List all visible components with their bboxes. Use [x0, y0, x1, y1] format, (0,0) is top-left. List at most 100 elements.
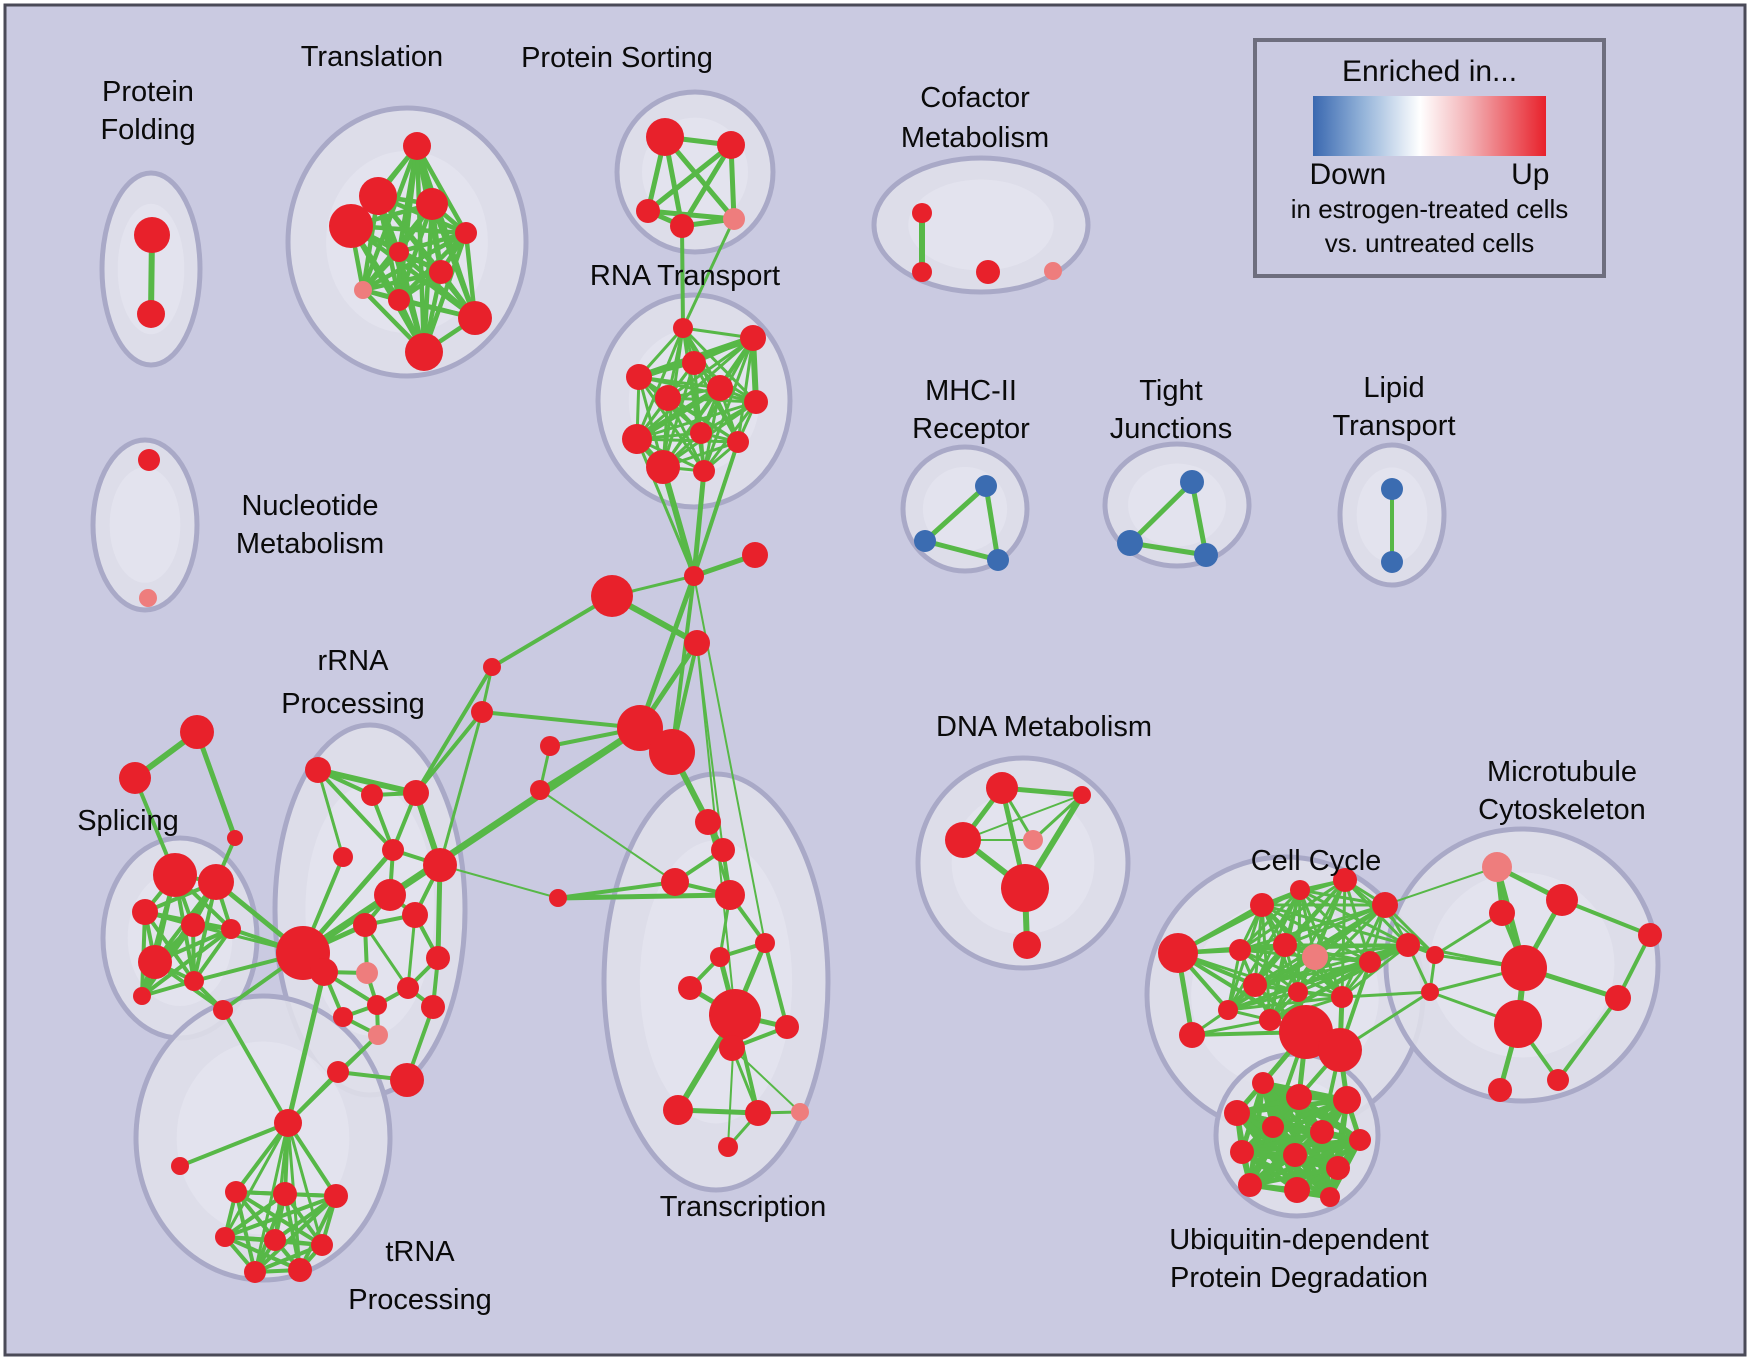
node-cc8[interactable] — [1302, 944, 1328, 970]
node-rr7[interactable] — [374, 879, 406, 911]
node-rr1[interactable] — [305, 757, 331, 783]
node-rt10[interactable] — [727, 431, 749, 453]
node-ub12[interactable] — [1284, 1177, 1310, 1203]
node-ub7[interactable] — [1349, 1129, 1371, 1151]
node-tr8[interactable] — [709, 989, 761, 1041]
node-cc11[interactable] — [1288, 982, 1308, 1002]
node-cK[interactable] — [549, 889, 567, 907]
node-cD[interactable] — [684, 630, 710, 656]
node-mt1[interactable] — [1546, 884, 1578, 916]
node-sp7[interactable] — [184, 971, 204, 991]
node-tr9[interactable] — [775, 1015, 799, 1039]
node-dm5[interactable] — [1001, 864, 1049, 912]
node-tr3[interactable] — [661, 868, 689, 896]
node-tj1[interactable] — [1180, 470, 1204, 494]
node-nm2[interactable] — [139, 589, 157, 607]
node-rt7[interactable] — [744, 390, 768, 414]
node-ub10[interactable] — [1326, 1156, 1350, 1180]
node-rt4[interactable] — [626, 364, 652, 390]
node-rt9[interactable] — [690, 422, 712, 444]
node-cJ[interactable] — [471, 701, 493, 723]
node-cc2[interactable] — [1290, 880, 1310, 900]
node-tr14[interactable] — [718, 1137, 738, 1157]
node-rt12[interactable] — [693, 460, 715, 482]
node-cc6[interactable] — [1229, 939, 1251, 961]
node-rr14[interactable] — [333, 1007, 353, 1027]
node-t7[interactable] — [429, 260, 453, 284]
node-lt2[interactable] — [1381, 551, 1403, 573]
node-ub5[interactable] — [1262, 1116, 1284, 1138]
node-cc14[interactable] — [1259, 1009, 1281, 1031]
node-tn3[interactable] — [324, 1184, 348, 1208]
node-ps1[interactable] — [646, 118, 684, 156]
node-mh3[interactable] — [987, 549, 1009, 571]
node-ps3[interactable] — [636, 199, 660, 223]
node-cc4[interactable] — [1372, 892, 1398, 918]
node-ub9[interactable] — [1283, 1143, 1307, 1167]
node-rr17[interactable] — [327, 1061, 349, 1083]
node-sp1[interactable] — [153, 853, 197, 897]
node-ub11[interactable] — [1238, 1173, 1262, 1197]
node-tr5[interactable] — [710, 947, 730, 967]
node-rr15[interactable] — [421, 995, 445, 1019]
node-cB[interactable] — [742, 542, 768, 568]
node-nm1[interactable] — [138, 449, 160, 471]
node-x3[interactable] — [227, 830, 243, 846]
node-cC[interactable] — [591, 575, 633, 617]
node-ps2[interactable] — [717, 131, 745, 159]
node-cc1[interactable] — [1250, 893, 1274, 917]
node-cf2[interactable] — [912, 262, 932, 282]
node-ub2[interactable] — [1286, 1084, 1312, 1110]
node-rr13[interactable] — [367, 995, 387, 1015]
node-dm2[interactable] — [1073, 786, 1091, 804]
node-t11[interactable] — [405, 333, 443, 371]
node-tn6[interactable] — [311, 1234, 333, 1256]
node-mh1[interactable] — [975, 475, 997, 497]
node-tj3[interactable] — [1194, 543, 1218, 567]
node-tj2[interactable] — [1117, 530, 1143, 556]
node-rt5[interactable] — [707, 375, 733, 401]
node-cE[interactable] — [617, 705, 663, 751]
node-rr9[interactable] — [353, 913, 377, 937]
node-mt5[interactable] — [1488, 1078, 1512, 1102]
node-tn8[interactable] — [288, 1258, 312, 1282]
node-rr18[interactable] — [390, 1063, 424, 1097]
node-hubL[interactable] — [1158, 933, 1198, 973]
node-hub2[interactable] — [310, 958, 338, 986]
node-cc7[interactable] — [1273, 933, 1297, 957]
node-t4[interactable] — [329, 204, 373, 248]
node-cG[interactable] — [540, 736, 560, 756]
node-t5[interactable] — [455, 222, 477, 244]
node-dm3[interactable] — [945, 822, 981, 858]
node-ub4[interactable] — [1224, 1100, 1250, 1126]
node-rr16[interactable] — [368, 1025, 388, 1045]
node-rt3[interactable] — [682, 351, 706, 375]
node-ps4[interactable] — [670, 214, 694, 238]
node-tr11[interactable] — [663, 1095, 693, 1125]
node-cH[interactable] — [530, 780, 550, 800]
node-sp3[interactable] — [132, 899, 158, 925]
node-trh[interactable] — [274, 1109, 302, 1137]
node-mt4[interactable] — [1605, 985, 1631, 1011]
node-cc13[interactable] — [1218, 1000, 1238, 1020]
node-t2[interactable] — [359, 177, 397, 215]
node-tr12[interactable] — [745, 1100, 771, 1126]
node-ub3[interactable] — [1333, 1086, 1361, 1114]
node-dm1[interactable] — [986, 772, 1018, 804]
node-tr7[interactable] — [678, 976, 702, 1000]
node-sp8[interactable] — [133, 987, 151, 1005]
node-x1[interactable] — [180, 715, 214, 749]
node-rr3[interactable] — [403, 780, 429, 806]
node-cc12[interactable] — [1331, 986, 1353, 1008]
node-rr2[interactable] — [361, 784, 383, 806]
node-cI[interactable] — [483, 658, 501, 676]
node-ps5[interactable] — [723, 208, 745, 230]
node-tn5[interactable] — [264, 1229, 286, 1251]
node-cF[interactable] — [649, 729, 695, 775]
node-lt1[interactable] — [1381, 478, 1403, 500]
node-rr8[interactable] — [402, 902, 428, 928]
node-pf1[interactable] — [134, 217, 170, 253]
node-mtp[interactable] — [1482, 852, 1512, 882]
node-pf2[interactable] — [137, 300, 165, 328]
